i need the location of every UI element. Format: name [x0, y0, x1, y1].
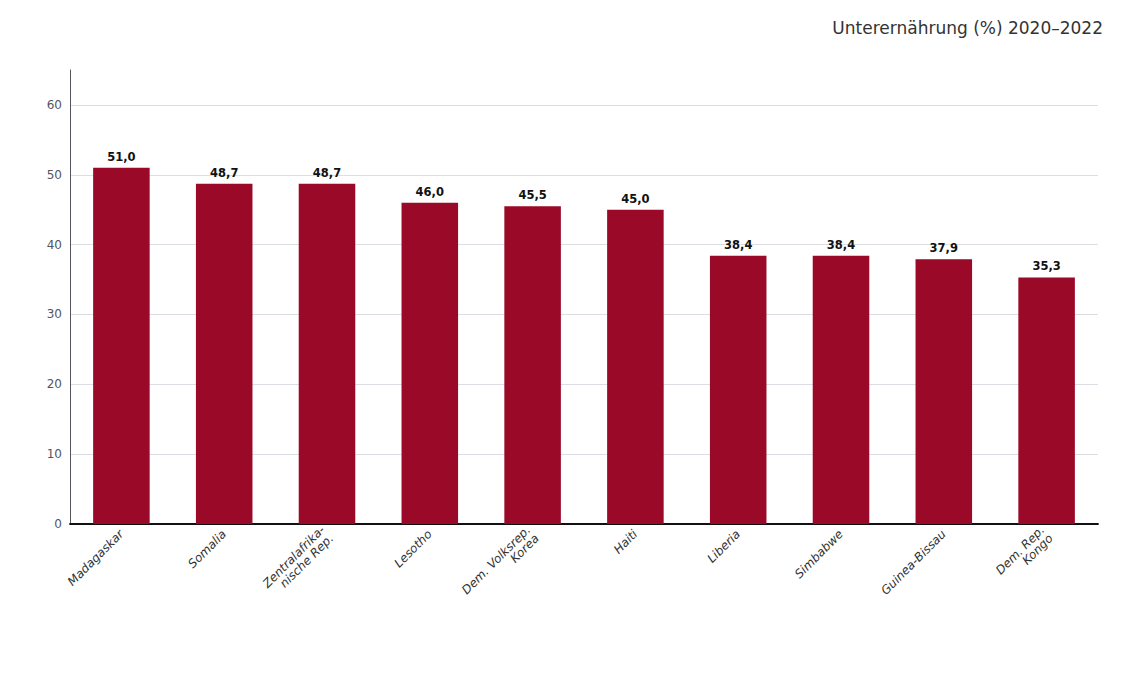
svg-text:48,7: 48,7 — [210, 166, 238, 180]
svg-text:35,3: 35,3 — [1032, 259, 1060, 273]
svg-text:Haiti: Haiti — [611, 527, 641, 557]
svg-text:37,9: 37,9 — [930, 241, 958, 255]
svg-text:Unterernährung (%) 2020–2022: Unterernährung (%) 2020–2022 — [832, 18, 1103, 38]
svg-text:46,0: 46,0 — [416, 185, 444, 199]
svg-text:38,4: 38,4 — [827, 238, 855, 252]
svg-text:60: 60 — [47, 98, 62, 112]
svg-text:10: 10 — [47, 447, 62, 461]
svg-text:50: 50 — [47, 168, 62, 182]
svg-text:Korea: Korea — [508, 531, 542, 565]
svg-text:Madagaskar: Madagaskar — [65, 526, 127, 588]
svg-text:45,5: 45,5 — [518, 188, 546, 202]
svg-text:40: 40 — [47, 238, 62, 252]
svg-text:20: 20 — [47, 377, 62, 391]
svg-text:nische Rep.: nische Rep. — [277, 531, 336, 590]
svg-text:48,7: 48,7 — [313, 166, 341, 180]
svg-text:Dem. Volksrep.: Dem. Volksrep. — [459, 522, 534, 597]
svg-text:30: 30 — [47, 307, 62, 321]
svg-text:Somalia: Somalia — [185, 527, 229, 571]
svg-text:Dem. Rep.: Dem. Rep. — [992, 522, 1048, 578]
svg-text:0: 0 — [54, 517, 62, 531]
svg-text:Kongo: Kongo — [1020, 531, 1056, 567]
svg-text:38,4: 38,4 — [724, 238, 752, 252]
svg-text:Liberia: Liberia — [705, 527, 744, 566]
svg-text:Simbabwe: Simbabwe — [792, 527, 846, 581]
svg-text:45,0: 45,0 — [621, 192, 649, 206]
svg-text:51,0: 51,0 — [107, 150, 135, 164]
svg-text:Guinea-Bissau: Guinea-Bissau — [878, 527, 949, 598]
svg-text:Zentralafrika-: Zentralafrika- — [259, 522, 328, 591]
svg-text:Lesotho: Lesotho — [391, 527, 434, 570]
